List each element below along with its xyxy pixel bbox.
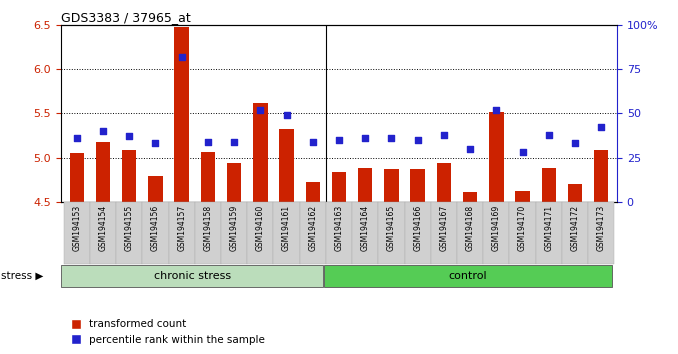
FancyBboxPatch shape (324, 265, 612, 287)
FancyBboxPatch shape (457, 202, 483, 264)
Text: GSM194157: GSM194157 (177, 205, 186, 251)
FancyBboxPatch shape (116, 202, 142, 264)
Bar (227, 163, 241, 202)
FancyBboxPatch shape (588, 202, 614, 264)
Point (517, 149, 528, 155)
Point (281, 112, 292, 118)
Point (596, 125, 607, 130)
Text: GSM194159: GSM194159 (230, 205, 239, 251)
Text: GSM194160: GSM194160 (256, 205, 265, 251)
Text: GSM194158: GSM194158 (203, 205, 212, 251)
Point (570, 141, 580, 146)
Bar (70, 153, 84, 202)
FancyBboxPatch shape (142, 202, 169, 264)
Text: chronic stress: chronic stress (154, 271, 231, 281)
Point (464, 146, 475, 152)
FancyBboxPatch shape (90, 202, 116, 264)
FancyBboxPatch shape (64, 202, 90, 264)
Point (439, 132, 450, 137)
Point (150, 141, 161, 146)
FancyBboxPatch shape (221, 202, 247, 264)
Text: GSM194161: GSM194161 (282, 205, 291, 251)
Text: GSM194165: GSM194165 (387, 205, 396, 251)
Text: GSM194164: GSM194164 (361, 205, 370, 251)
Point (71, 135, 82, 141)
Text: GSM194153: GSM194153 (73, 205, 81, 251)
Bar (437, 163, 451, 202)
FancyBboxPatch shape (61, 265, 323, 287)
FancyBboxPatch shape (300, 202, 326, 264)
FancyBboxPatch shape (536, 202, 562, 264)
Text: GSM194163: GSM194163 (334, 205, 344, 251)
Text: GDS3383 / 37965_at: GDS3383 / 37965_at (61, 11, 191, 24)
Bar (567, 184, 582, 202)
Bar (332, 172, 346, 202)
Point (307, 139, 318, 144)
Bar (542, 168, 556, 202)
FancyBboxPatch shape (273, 202, 300, 264)
Point (543, 132, 554, 137)
Legend: transformed count, percentile rank within the sample: transformed count, percentile rank withi… (66, 315, 269, 349)
Bar (148, 176, 163, 202)
Point (334, 137, 344, 143)
Bar (122, 150, 136, 202)
Point (386, 135, 397, 141)
Text: GSM194155: GSM194155 (125, 205, 134, 251)
Bar (358, 168, 372, 202)
Text: stress ▶: stress ▶ (1, 271, 43, 281)
FancyBboxPatch shape (326, 202, 352, 264)
Text: GSM194169: GSM194169 (492, 205, 501, 251)
FancyBboxPatch shape (562, 202, 588, 264)
FancyBboxPatch shape (431, 202, 457, 264)
Text: GSM194168: GSM194168 (466, 205, 475, 251)
FancyBboxPatch shape (378, 202, 405, 264)
FancyBboxPatch shape (169, 202, 195, 264)
Text: GSM194162: GSM194162 (308, 205, 317, 251)
Point (360, 135, 371, 141)
Bar (201, 152, 215, 202)
Bar (410, 169, 425, 202)
Text: GSM194154: GSM194154 (98, 205, 108, 251)
Bar (463, 192, 477, 202)
Text: GSM194167: GSM194167 (439, 205, 448, 251)
Point (98, 128, 108, 134)
Text: GSM194172: GSM194172 (570, 205, 580, 251)
Bar (384, 169, 399, 202)
FancyBboxPatch shape (247, 202, 273, 264)
Point (176, 54, 187, 59)
FancyBboxPatch shape (195, 202, 221, 264)
Point (124, 133, 135, 139)
Bar (174, 28, 189, 202)
Bar (515, 191, 530, 202)
Text: GSM194156: GSM194156 (151, 205, 160, 251)
Point (412, 137, 423, 143)
FancyBboxPatch shape (352, 202, 378, 264)
Text: control: control (448, 271, 487, 281)
Point (228, 139, 239, 144)
Bar (253, 103, 268, 202)
Point (203, 139, 214, 144)
Text: GSM194170: GSM194170 (518, 205, 527, 251)
FancyBboxPatch shape (405, 202, 431, 264)
Bar (306, 182, 320, 202)
Text: GSM194166: GSM194166 (413, 205, 422, 251)
Bar (96, 143, 111, 202)
FancyBboxPatch shape (483, 202, 509, 264)
Point (255, 107, 266, 113)
Bar (489, 113, 504, 202)
Text: GSM194171: GSM194171 (544, 205, 553, 251)
Point (491, 107, 502, 113)
Bar (594, 150, 608, 202)
Text: GSM194173: GSM194173 (597, 205, 605, 251)
FancyBboxPatch shape (509, 202, 536, 264)
Bar (279, 129, 294, 202)
